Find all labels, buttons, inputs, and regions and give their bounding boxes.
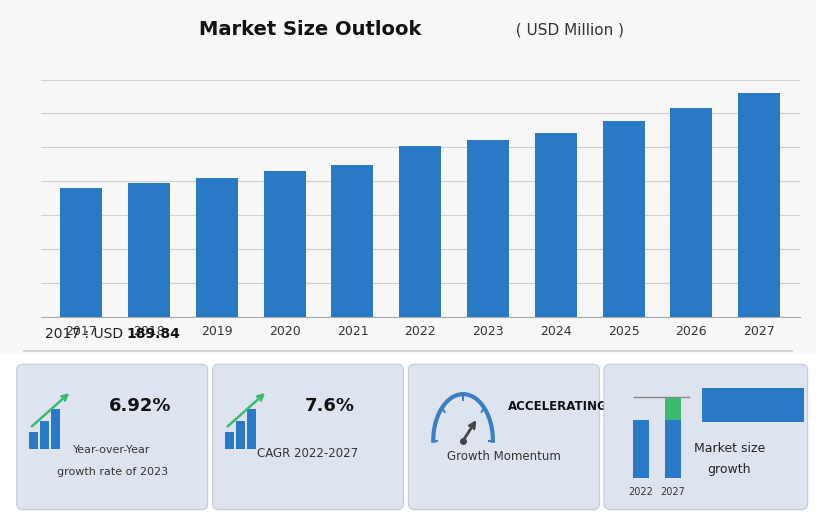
Bar (236, 421, 245, 449)
Text: growth rate of 2023: growth rate of 2023 (56, 467, 168, 477)
Text: 2017 : USD: 2017 : USD (45, 327, 131, 341)
Bar (128, 183, 171, 317)
Bar (399, 146, 441, 317)
Text: CAGR 2022-2027: CAGR 2022-2027 (258, 447, 358, 460)
Bar (264, 171, 306, 317)
Text: 2022: 2022 (628, 487, 653, 497)
Bar (632, 420, 649, 478)
Bar (467, 140, 509, 317)
Text: USD: USD (710, 399, 728, 408)
Bar (738, 93, 780, 317)
Bar (664, 397, 681, 420)
Text: Growth Momentum: Growth Momentum (447, 450, 561, 463)
FancyBboxPatch shape (212, 364, 403, 510)
Text: 121.73 Mn: 121.73 Mn (730, 400, 800, 410)
Text: 2027: 2027 (660, 487, 685, 497)
Text: Year-over-Year: Year-over-Year (73, 445, 151, 455)
FancyBboxPatch shape (16, 364, 207, 510)
Bar (331, 165, 374, 317)
FancyBboxPatch shape (408, 364, 599, 510)
Bar (534, 133, 577, 317)
Bar (247, 409, 255, 449)
Text: ACCELERATING: ACCELERATING (508, 400, 607, 413)
Bar (670, 108, 712, 317)
Text: ( USD Million ): ( USD Million ) (506, 22, 624, 37)
Text: 189.84: 189.84 (126, 327, 180, 341)
Text: Market Size Outlook: Market Size Outlook (199, 20, 421, 39)
Bar (51, 409, 60, 449)
Bar (602, 121, 645, 317)
Bar (225, 432, 233, 449)
Bar (664, 420, 681, 478)
Bar (60, 188, 103, 317)
Bar (40, 421, 49, 449)
Bar (29, 432, 38, 449)
Text: 7.6%: 7.6% (304, 397, 354, 415)
Bar (196, 178, 238, 317)
FancyBboxPatch shape (604, 364, 808, 510)
FancyBboxPatch shape (702, 388, 804, 422)
Text: Market size: Market size (694, 441, 765, 455)
Text: growth: growth (707, 463, 751, 476)
Text: 6.92%: 6.92% (109, 397, 171, 415)
